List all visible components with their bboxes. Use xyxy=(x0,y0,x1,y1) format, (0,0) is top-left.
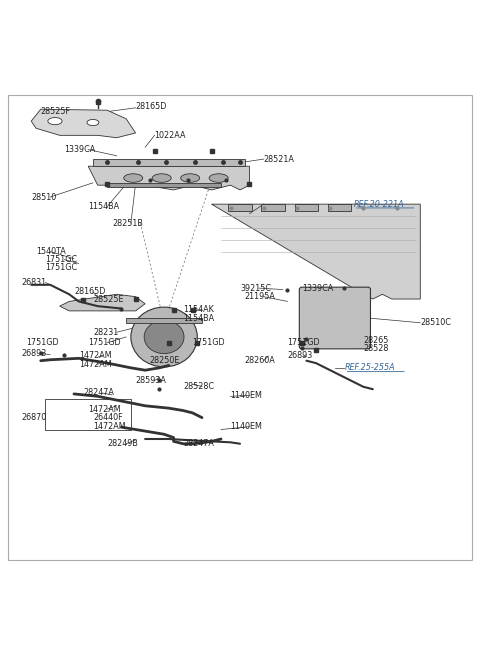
Ellipse shape xyxy=(144,320,184,354)
Polygon shape xyxy=(126,318,202,323)
Text: 26870: 26870 xyxy=(22,413,47,422)
Text: 28510C: 28510C xyxy=(420,318,451,328)
Text: 1472AM: 1472AM xyxy=(93,422,126,431)
Text: 1751GD: 1751GD xyxy=(26,338,59,347)
Text: 1472AM: 1472AM xyxy=(79,360,111,369)
Bar xyxy=(328,204,351,212)
Text: 28165D: 28165D xyxy=(136,102,167,111)
Text: REF.20-221A: REF.20-221A xyxy=(354,200,405,209)
Ellipse shape xyxy=(48,117,62,124)
Text: 28247A: 28247A xyxy=(84,388,114,398)
Polygon shape xyxy=(31,109,136,138)
Ellipse shape xyxy=(209,174,228,182)
Text: 28521A: 28521A xyxy=(264,155,295,164)
Text: 28525E: 28525E xyxy=(93,295,123,305)
Text: 39215C: 39215C xyxy=(240,284,271,293)
Ellipse shape xyxy=(180,174,200,182)
Text: 28265: 28265 xyxy=(363,336,389,345)
Text: 28251B: 28251B xyxy=(112,219,143,228)
Polygon shape xyxy=(60,294,145,311)
Text: 28250E: 28250E xyxy=(150,356,180,365)
Ellipse shape xyxy=(131,307,197,367)
Ellipse shape xyxy=(87,119,99,126)
Ellipse shape xyxy=(152,174,171,182)
Text: 1140EM: 1140EM xyxy=(230,422,263,431)
Bar xyxy=(295,204,318,212)
Bar xyxy=(46,399,131,430)
Text: 28525F: 28525F xyxy=(41,107,71,116)
Text: 21195A: 21195A xyxy=(245,292,276,301)
Text: 1472AM: 1472AM xyxy=(88,405,121,413)
Text: 26893: 26893 xyxy=(22,349,47,358)
Bar xyxy=(228,204,252,212)
Text: 28593A: 28593A xyxy=(136,376,167,385)
FancyBboxPatch shape xyxy=(300,287,371,349)
Text: 1751GC: 1751GC xyxy=(46,263,78,272)
Text: 1154BA: 1154BA xyxy=(183,314,214,322)
Text: 1339CA: 1339CA xyxy=(301,284,333,293)
Polygon shape xyxy=(107,183,221,187)
Polygon shape xyxy=(93,159,245,166)
Text: 1154AK: 1154AK xyxy=(183,305,214,314)
Ellipse shape xyxy=(124,174,143,182)
Text: 26440F: 26440F xyxy=(93,413,122,422)
Text: 28260A: 28260A xyxy=(245,356,276,365)
Text: 1339CA: 1339CA xyxy=(64,145,96,154)
Text: 28249B: 28249B xyxy=(107,440,138,448)
Text: 26893: 26893 xyxy=(288,352,312,360)
Text: 1022AA: 1022AA xyxy=(155,131,186,140)
Text: 1751GD: 1751GD xyxy=(192,338,225,347)
Text: 1751GD: 1751GD xyxy=(88,338,121,347)
Polygon shape xyxy=(88,166,250,190)
Text: 28528: 28528 xyxy=(363,344,389,353)
Text: 28247A: 28247A xyxy=(183,440,214,448)
Text: 1472AM: 1472AM xyxy=(79,352,111,360)
Text: 26831: 26831 xyxy=(22,278,47,287)
Text: 28165D: 28165D xyxy=(74,288,105,297)
Text: 1154BA: 1154BA xyxy=(88,202,120,211)
Text: 28510: 28510 xyxy=(31,193,57,202)
Text: 1140EM: 1140EM xyxy=(230,391,263,400)
Text: 28528C: 28528C xyxy=(183,382,214,391)
Polygon shape xyxy=(212,204,420,299)
Text: 1751GD: 1751GD xyxy=(288,338,320,347)
Text: 28231: 28231 xyxy=(93,328,118,337)
Text: REF.25-255A: REF.25-255A xyxy=(344,364,395,372)
Text: 1540TA: 1540TA xyxy=(36,247,66,256)
Text: 1751GC: 1751GC xyxy=(46,255,78,264)
Bar xyxy=(261,204,285,212)
